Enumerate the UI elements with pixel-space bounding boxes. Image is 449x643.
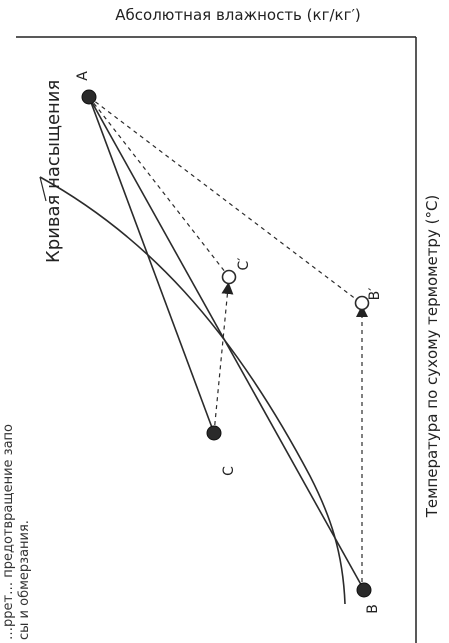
left-note-line-1: …ррет… предотвращение запо: [1, 424, 16, 640]
saturation-curve-label: Кривая насыщения: [43, 80, 64, 263]
point-a-marker: [81, 89, 97, 105]
point-c-marker: [206, 425, 222, 441]
point-b-prime-label: B′: [367, 288, 383, 301]
dashed-arrow-c-to-c-prime: [213, 282, 234, 434]
dashed-line-a-b-prime: [88, 96, 362, 304]
point-b-prime-marker: [354, 295, 370, 311]
point-c-prime-label: C′: [236, 258, 252, 271]
process-line-a-b: [88, 96, 365, 591]
point-c-prime-marker: [221, 269, 237, 285]
top-axis-title: Абсолютная влажность (кг/кг′): [115, 6, 360, 24]
dashed-line-a-c-prime: [88, 96, 230, 278]
process-line-a-c: [88, 96, 215, 434]
point-c-label: C: [221, 466, 237, 476]
left-note-line-2: сы и обмерзания.: [17, 520, 32, 640]
point-b-marker: [356, 582, 372, 598]
point-a-label: A: [75, 71, 91, 81]
right-axis-title: Температура по сухому термометру (°C): [423, 195, 441, 519]
saturation-curve-leader: [39, 176, 47, 202]
saturation-curve: [39, 176, 346, 605]
point-b-label: B: [365, 604, 381, 614]
